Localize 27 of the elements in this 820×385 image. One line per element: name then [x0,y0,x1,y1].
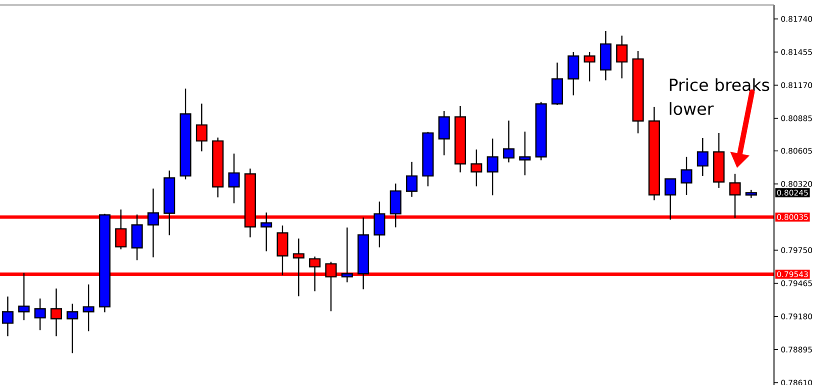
candlestick [18,272,30,321]
candlestick [568,51,580,96]
candlestick [228,153,240,204]
candlestick [616,35,628,79]
candlestick [374,201,386,248]
annotation: Price breaks lower [670,78,770,116]
candlestick [502,120,515,163]
candlestick [66,303,78,354]
candlestick [2,296,14,337]
candlestick [390,183,402,228]
candlestick [82,284,94,332]
candlestick [406,161,418,198]
candlestick [438,110,450,156]
candlestick [50,288,62,337]
candlestick [519,131,531,176]
candlestick [196,103,208,152]
candlestick [147,188,159,258]
candlestick [131,214,143,261]
candlestick [664,178,676,220]
candlestick [470,148,482,187]
candlestick [34,298,46,331]
candlestick [486,138,498,196]
candlestick [680,156,692,196]
candlestick [584,51,596,82]
candlestick [260,212,272,252]
candlestick [696,137,708,177]
candlestick [341,226,353,283]
